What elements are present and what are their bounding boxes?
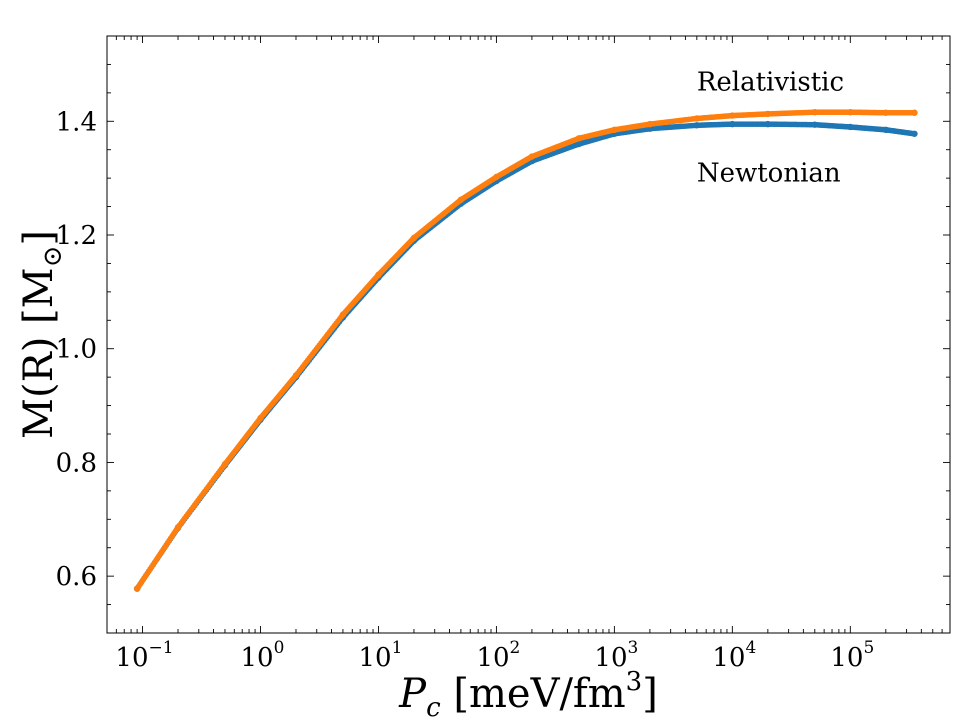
labels-layer: 0.60.81.01.21.410−1 100 101 102 103 104 105Rel… xyxy=(16,67,874,719)
x-tick-label: 104 xyxy=(712,638,756,673)
x-tick-label: 105 xyxy=(830,638,874,673)
x-label-unit: [meV/fm xyxy=(441,671,626,717)
x-tick-base: 10 xyxy=(712,643,745,673)
x-tick-base: 10 xyxy=(476,643,509,673)
x-tick-base: 10 xyxy=(241,643,274,673)
x-tick-label: 101 xyxy=(358,638,402,673)
x-label-close: ] xyxy=(642,671,658,717)
y-label-close: ] xyxy=(16,230,62,246)
y-tick-label: 1.0 xyxy=(56,335,97,365)
y-tick-label: 0.6 xyxy=(56,562,97,592)
x-label-sub: c xyxy=(426,693,441,719)
annotation-label: Newtonian xyxy=(697,158,841,188)
x-tick-exponent: 0 xyxy=(274,638,285,658)
x-tick-exponent: 5 xyxy=(863,638,874,658)
x-tick-base: 10 xyxy=(115,643,148,673)
plot-frame xyxy=(106,35,951,634)
x-axis-label: Pc [meV/fm3] xyxy=(398,667,658,719)
series-1 xyxy=(133,108,918,592)
series-0 xyxy=(133,120,918,592)
x-tick-label: 102 xyxy=(476,638,520,673)
x-tick-label: 10−1 xyxy=(115,638,173,673)
y-axis-label: M(R) [M⊙] xyxy=(16,230,68,439)
x-tick-base: 10 xyxy=(830,643,863,673)
data-point xyxy=(911,109,918,116)
data-point xyxy=(911,130,918,137)
y-label-text: M(R) [M xyxy=(16,267,62,439)
y-tick-label: 1.4 xyxy=(56,107,97,137)
y-tick-label: 0.8 xyxy=(56,448,97,478)
x-tick-exponent: 2 xyxy=(510,638,521,658)
x-tick-exponent: 1 xyxy=(392,638,403,658)
y-tick-label: 1.2 xyxy=(56,221,97,251)
x-tick-label: 103 xyxy=(594,638,638,673)
x-tick-base: 10 xyxy=(594,643,627,673)
x-tick-label: 100 xyxy=(241,638,285,673)
x-tick-base: 10 xyxy=(358,643,391,673)
x-label-var: P xyxy=(398,671,427,717)
x-tick-exponent: −1 xyxy=(149,638,174,658)
x-label-sup: 3 xyxy=(626,667,643,697)
series-layer xyxy=(133,108,918,592)
x-tick-exponent: 3 xyxy=(628,638,639,658)
x-tick-exponent: 4 xyxy=(745,638,756,658)
annotation-label: Relativistic xyxy=(697,67,844,97)
y-label-sub: ⊙ xyxy=(38,246,68,268)
